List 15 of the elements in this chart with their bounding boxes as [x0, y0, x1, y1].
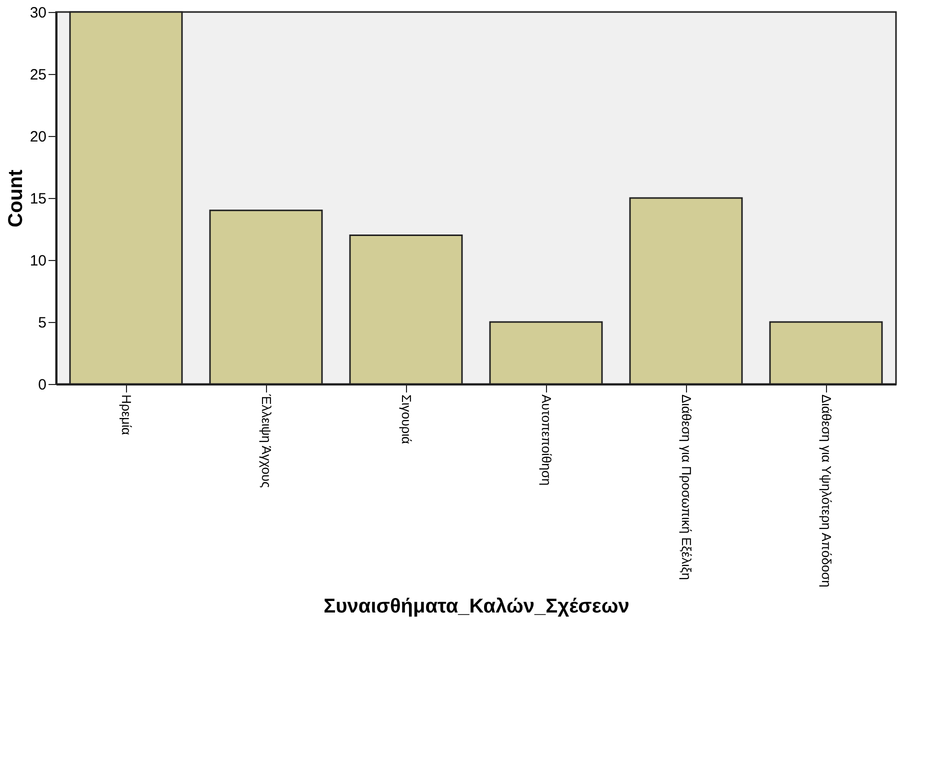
x-tick-label: Διάθεση για Προσωπική Εξέλιξη — [679, 394, 694, 580]
y-tick-label: 30 — [30, 4, 46, 22]
y-tick-label: 20 — [30, 128, 46, 146]
x-tick-label: Διάθεση για Υψηλότερη Απόδοση — [819, 394, 834, 588]
x-tick-label: Έλλειψη Άγχους — [259, 394, 274, 488]
y-tick-label: 10 — [30, 252, 46, 270]
x-axis-title: Συναισθήματα_Καλών_Σχέσεων — [324, 596, 630, 618]
x-tick-label: Αυτοπεποίθηση — [539, 394, 554, 486]
y-tick-label: 25 — [30, 66, 46, 84]
y-tick-label: 0 — [38, 376, 46, 394]
y-axis-title: Count — [4, 169, 27, 228]
x-tick-label: Σιγουριά — [399, 394, 414, 445]
x-tick-label: Ηρεμία — [119, 394, 134, 436]
y-tick-label: 5 — [38, 314, 46, 332]
y-tick-label: 15 — [30, 190, 46, 208]
